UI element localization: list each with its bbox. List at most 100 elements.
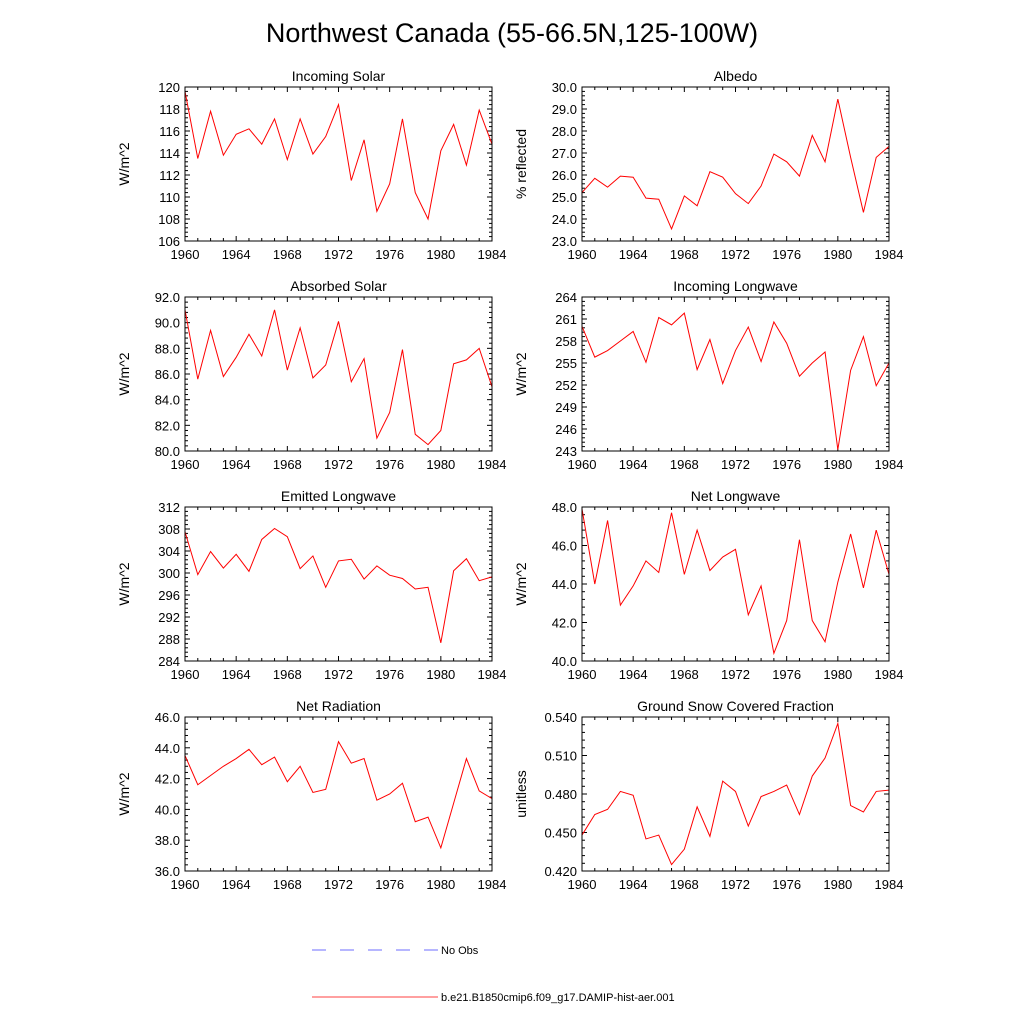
y-tick-label: 23.0 [552,234,577,249]
x-tick-label: 1964 [619,457,648,472]
y-tick-label: 120 [158,80,180,95]
plot-frame [581,716,890,872]
y-tick-label: 42.0 [155,772,180,787]
y-tick-label: 46.0 [155,710,180,725]
x-tick-label: 1984 [478,667,507,682]
x-tick-label: 1972 [324,457,353,472]
x-tick-label: 1968 [670,247,699,262]
y-tick-label: 29.0 [552,102,577,117]
legend-label: No Obs [441,945,479,957]
legend: No Obs b.e21.B1850cmip6.f09_g17.DAMIP-his… [312,945,675,1004]
x-tick-label: 1976 [772,667,801,682]
x-tick-label: 1964 [222,247,251,262]
plot-frame [581,506,890,662]
y-axis-label: W/m^2 [116,352,132,395]
y-tick-label: 30.0 [552,80,577,95]
y-tick-label: 296 [158,588,180,603]
x-tick-label: 1972 [324,877,353,892]
x-tick-label: 1964 [619,247,648,262]
plot-frame [184,716,493,872]
x-tick-label: 1980 [426,457,455,472]
x-tick-label: 1968 [670,457,699,472]
y-tick-label: 84.0 [155,393,180,408]
legend-item: b.e21.B1850cmip6.f09_g17.DAMIP-hist-aer.… [312,992,675,1004]
y-tick-label: 0.450 [544,826,577,841]
y-tick-label: 92.0 [155,290,180,305]
x-tick-label: 1960 [568,457,597,472]
panel-title: Albedo [714,68,758,84]
panel-title: Incoming Solar [292,68,386,84]
series-line [184,91,493,221]
x-tick-label: 1968 [273,247,302,262]
x-tick-label: 1968 [273,877,302,892]
plot-frame [184,86,493,242]
x-tick-label: 1960 [568,667,597,682]
y-tick-label: 42.0 [552,616,577,631]
x-tick-label: 1972 [324,247,353,262]
y-tick-label: 284 [158,654,180,669]
y-tick-label: 108 [158,212,180,227]
panel-title: Ground Snow Covered Fraction [637,698,834,714]
x-tick-label: 1984 [875,877,904,892]
x-tick-label: 1976 [772,247,801,262]
series-line [184,740,493,850]
panel-incoming-solar: Incoming Solar W/m^2 1960 1964 1968 1972 1976 1… [116,68,506,262]
x-tick-label: 1972 [721,457,750,472]
x-tick-label: 1980 [823,667,852,682]
y-tick-label: 300 [158,566,180,581]
x-tick-label: 1976 [375,667,404,682]
y-tick-label: 264 [555,290,577,305]
y-tick-label: 36.0 [155,864,180,879]
x-tick-label: 1960 [568,877,597,892]
x-tick-label: 1984 [478,247,507,262]
series-line [184,527,493,643]
y-tick-label: 40.0 [552,654,577,669]
panel-title: Net Radiation [296,698,381,714]
y-axis-label: W/m^2 [513,562,529,605]
x-tick-label: 1968 [670,877,699,892]
x-tick-label: 1960 [171,247,200,262]
x-tick-label: 1972 [721,877,750,892]
x-tick-label: 1980 [823,247,852,262]
y-tick-label: 46.0 [552,539,577,554]
y-tick-label: 258 [555,334,577,349]
panel-net-longwave: Net Longwave W/m^2 1960 1964 1968 1972 1976 198… [513,488,903,682]
y-tick-label: 243 [555,444,577,459]
y-axis-label: W/m^2 [116,772,132,815]
panel-net-radiation: Net Radiation W/m^2 1960 1964 1968 1972 1976 19… [116,698,506,892]
y-tick-label: 312 [158,500,180,515]
series-line [581,312,890,450]
x-tick-label: 1968 [670,667,699,682]
plot-frame [184,506,493,662]
series-line [184,309,493,446]
x-tick-label: 1972 [721,247,750,262]
x-tick-label: 1960 [171,667,200,682]
x-tick-label: 1960 [568,247,597,262]
x-tick-label: 1976 [772,457,801,472]
x-tick-label: 1980 [426,667,455,682]
y-tick-label: 118 [159,102,180,117]
x-tick-label: 1976 [375,877,404,892]
x-tick-label: 1980 [426,877,455,892]
plot-frame [184,296,493,452]
y-tick-label: 28.0 [552,124,577,139]
x-tick-label: 1964 [619,667,648,682]
x-tick-label: 1964 [619,877,648,892]
x-tick-label: 1972 [324,667,353,682]
plot-frame [581,296,890,452]
y-tick-label: 38.0 [155,833,180,848]
panel-incoming-longwave: Incoming Longwave W/m^2 1960 1964 1968 1972 19… [513,278,903,472]
y-axis-label: W/m^2 [116,562,132,605]
series-line [581,508,890,656]
series-line [581,98,890,231]
x-tick-label: 1980 [823,877,852,892]
y-tick-label: 44.0 [155,741,180,756]
y-tick-label: 292 [158,610,180,625]
series-line [581,721,890,866]
panel-emitted-longwave: Emitted Longwave W/m^2 1960 1964 1968 1972 197… [116,488,506,682]
main-title: Northwest Canada (55-66.5N,125-100W) [266,18,758,48]
y-axis-label: % reflected [513,129,529,199]
y-tick-label: 252 [555,378,577,393]
plot-frame [581,86,890,242]
y-axis-label: unitless [513,770,529,817]
